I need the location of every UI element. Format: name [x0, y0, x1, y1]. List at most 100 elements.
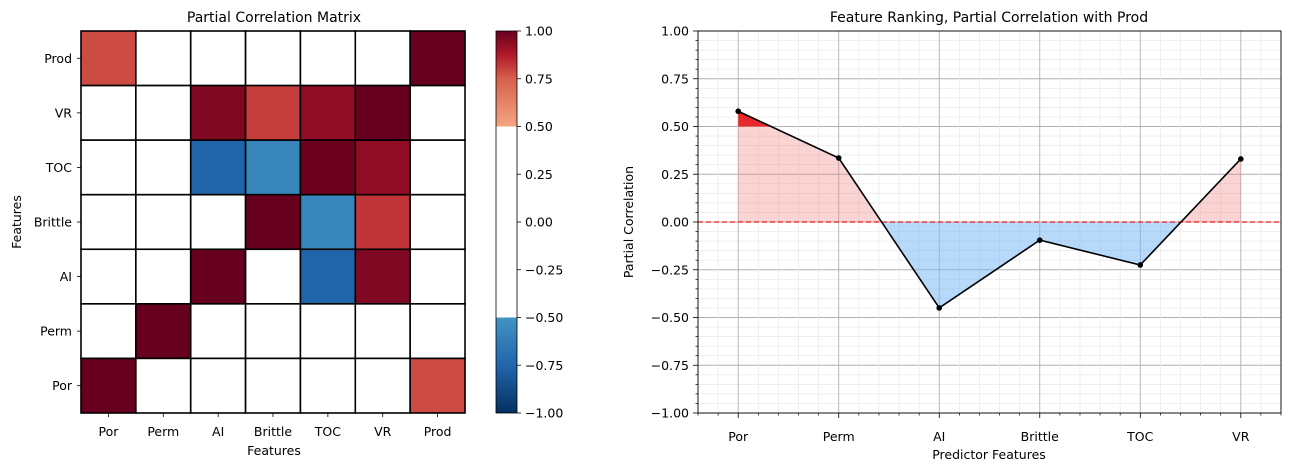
point-vr — [1237, 156, 1244, 162]
heatmap-y-axis-label: Features — [9, 195, 24, 249]
ranking-x-axis-label: Predictor Features — [932, 447, 1046, 462]
heatmap-y-tick-label: Brittle — [34, 214, 72, 229]
y-tick-label: 0.50 — [661, 119, 689, 134]
ranking-chart: Feature Ranking, Partial Correlation wit… — [621, 10, 1282, 462]
colorbar-tick-label: −1.00 — [525, 406, 563, 421]
heatmap-cell-vr-brittle — [244, 84, 302, 141]
colorbar-tick-label: 0.75 — [525, 71, 553, 86]
y-tick-label: −0.50 — [651, 310, 689, 325]
heatmap-cell-prod-vr — [354, 30, 411, 87]
heatmap-cell-ai-brittle — [244, 248, 302, 305]
colorbar-masked-band — [496, 126, 517, 318]
heatmap-cell-toc-por — [80, 139, 137, 196]
x-tick-label: Perm — [823, 429, 855, 444]
heatmap-cell-por-prod — [409, 357, 466, 414]
heatmap-cell-brittle-prod — [409, 193, 466, 251]
heatmap-cell-toc-vr — [354, 139, 411, 196]
colorbar-tick-label: −0.50 — [525, 310, 563, 325]
point-por — [735, 108, 742, 115]
heatmap-y-tick-label: VR — [55, 105, 73, 120]
x-tick-label: VR — [1232, 429, 1250, 444]
heatmap-x-tick-labels: Por Perm AI Brittle TOC VR Prod — [98, 413, 451, 439]
heatmap-cell-perm-vr — [354, 303, 411, 360]
heatmap-cell-ai-toc — [299, 248, 357, 305]
y-tick-label: −0.25 — [651, 262, 689, 277]
heatmap-cells — [80, 30, 466, 414]
heatmap-x-tick-label: VR — [374, 424, 392, 439]
colorbar-lower-band — [496, 317, 517, 413]
heatmap-cell-vr-vr — [354, 84, 411, 141]
colorbar-ticks: 1.00 0.75 0.50 0.25 0.00 −0.25 −0.50 −0.75 −1.00 — [517, 24, 563, 421]
heatmap-cell-ai-prod — [409, 248, 466, 305]
heatmap-y-tick-label: AI — [60, 269, 72, 284]
heatmap-cell-prod-prod — [409, 30, 466, 87]
heatmap-cell-por-vr — [354, 357, 411, 414]
heatmap-y-tick-labels: Prod VR TOC Brittle AI Perm Por — [34, 51, 81, 393]
heatmap-cell-prod-por — [80, 30, 137, 87]
y-tick-label: 0.00 — [661, 215, 689, 230]
heatmap-x-tick-label: Brittle — [254, 424, 292, 439]
heatmap-cell-toc-prod — [409, 139, 466, 196]
heatmap-cell-perm-ai — [189, 303, 247, 360]
y-tick-label: 0.75 — [661, 71, 689, 86]
colorbar-tick-label: 0.25 — [525, 167, 553, 182]
point-brittle — [1036, 237, 1043, 243]
colorbar-tick-label: 0.00 — [525, 215, 553, 230]
heatmap-cell-toc-brittle — [244, 139, 302, 196]
x-tick-label: Por — [728, 429, 749, 444]
y-tick-label: 0.25 — [661, 167, 689, 182]
ranking-series-line — [737, 110, 1242, 310]
heatmap-cell-por-perm — [135, 357, 192, 414]
heatmap-x-tick-label: Prod — [424, 424, 452, 439]
colorbar-tick-label: 1.00 — [525, 24, 553, 39]
colorbar-tick-label: −0.75 — [525, 358, 563, 373]
heatmap-cell-por-brittle — [244, 357, 302, 414]
heatmap-title: Partial Correlation Matrix — [187, 10, 361, 26]
heatmap-cell-por-toc — [299, 357, 357, 414]
heatmap-x-axis-label: Features — [247, 443, 301, 458]
ranking-y-axis-label: Partial Correlation — [621, 166, 636, 278]
ranking-points — [735, 108, 1244, 311]
x-tick-label: Brittle — [1021, 429, 1059, 444]
heatmap-cell-vr-por — [80, 84, 137, 141]
ranking-fills — [738, 111, 1241, 308]
ranking-title: Feature Ranking, Partial Correlation wit… — [830, 10, 1148, 26]
heatmap-cell-perm-toc — [299, 303, 357, 360]
y-tick-label: −1.00 — [651, 406, 689, 421]
x-tick-label: TOC — [1126, 429, 1153, 444]
colorbar-tick-label: −0.25 — [525, 262, 563, 277]
heatmap-cell-brittle-perm — [135, 193, 192, 251]
heatmap-x-tick-label: Por — [98, 424, 119, 439]
heatmap-cell-prod-ai — [189, 30, 247, 87]
colorbar-tick-label: 0.50 — [525, 119, 553, 134]
heatmap-cell-ai-vr — [354, 248, 411, 305]
y-tick-label: 1.00 — [661, 24, 689, 39]
heatmap-cell-vr-perm — [135, 84, 192, 141]
heatmap-cell-prod-brittle — [244, 30, 302, 87]
heatmap-cell-ai-por — [80, 248, 137, 305]
heatmap-x-tick-label: AI — [212, 424, 224, 439]
heatmap-cell-perm-perm — [135, 303, 192, 360]
heatmap-cell-ai-perm — [135, 248, 192, 305]
heatmap-cell-vr-prod — [409, 84, 466, 141]
colorbar-upper-band — [496, 31, 517, 127]
heatmap-x-tick-label: TOC — [314, 424, 341, 439]
heatmap-cell-perm-brittle — [244, 303, 302, 360]
heatmap-cell-brittle-por — [80, 193, 137, 251]
heatmap-y-tick-label: Perm — [40, 324, 72, 339]
heatmap-cell-ai-ai — [189, 248, 247, 305]
heatmap-cell-brittle-brittle — [244, 193, 302, 251]
heatmap-y-tick-label: TOC — [45, 160, 72, 175]
heatmap-y-tick-label: Prod — [44, 51, 72, 66]
y-tick-label: −0.75 — [651, 358, 689, 373]
heatmap-cell-vr-toc — [299, 84, 357, 141]
heatmap-cell-perm-prod — [409, 303, 466, 360]
heatmap-y-tick-label: Por — [52, 378, 73, 393]
heatmap-chart: Partial Correlation Matrix Por Perm AI Brit… — [9, 10, 466, 458]
heatmap-cell-toc-ai — [189, 139, 247, 196]
heatmap-cell-perm-por — [80, 303, 137, 360]
x-tick-label: AI — [933, 429, 945, 444]
point-ai — [936, 305, 943, 311]
colorbar: 1.00 0.75 0.50 0.25 0.00 −0.25 −0.50 −0.75 −1.00 — [495, 24, 563, 421]
